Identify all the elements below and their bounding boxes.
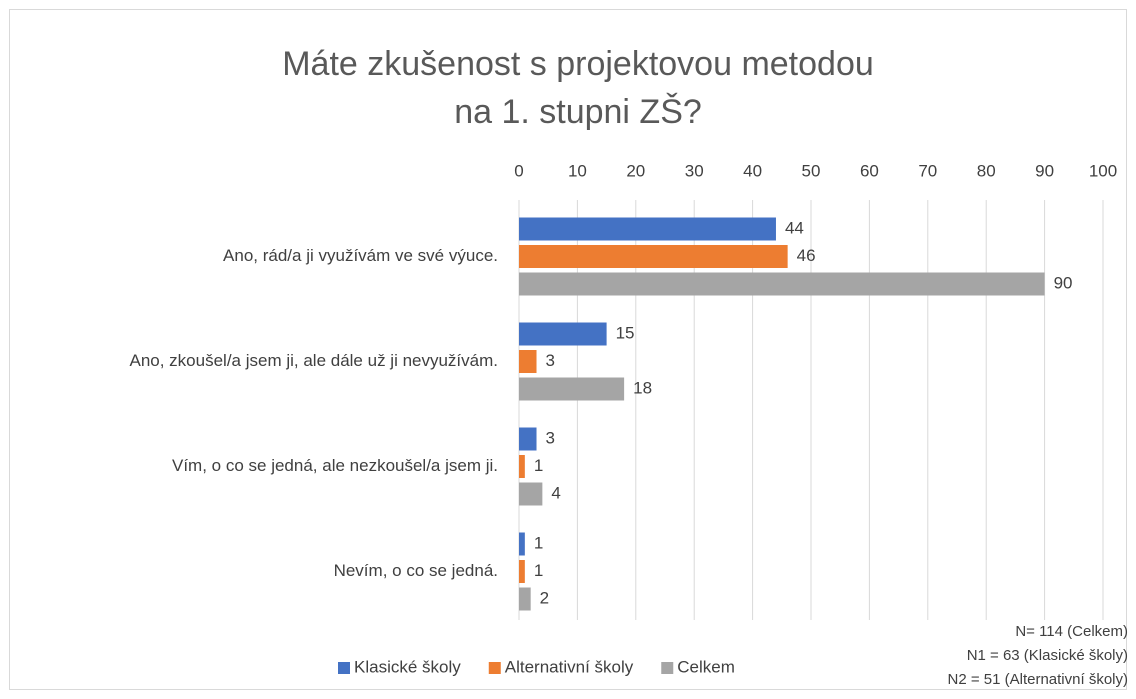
bar bbox=[519, 560, 525, 583]
x-tick-label: 100 bbox=[1089, 161, 1117, 180]
annotation: N2 = 51 (Alternativní školy) bbox=[948, 671, 1129, 688]
x-tick-label: 40 bbox=[743, 161, 762, 180]
legend-label: Celkem bbox=[677, 657, 735, 676]
legend-label: Klasické školy bbox=[354, 657, 461, 676]
y-tick-label: Vím, o co se jedná, ale nezkoušel/a jsem… bbox=[172, 456, 498, 475]
data-label: 18 bbox=[633, 378, 652, 397]
bar bbox=[519, 272, 1045, 296]
x-tick-label: 90 bbox=[1035, 161, 1054, 180]
data-label: 46 bbox=[797, 246, 816, 265]
x-tick-label: 50 bbox=[802, 161, 821, 180]
y-tick-label: Nevím, o co se jedná. bbox=[334, 561, 498, 580]
chart-title: Máte zkušenost s projektovou metodou bbox=[282, 45, 874, 83]
bar bbox=[519, 350, 537, 373]
x-tick-label: 80 bbox=[977, 161, 996, 180]
y-tick-label: Ano, rád/a ji využívám ve své výuce. bbox=[223, 246, 498, 265]
bar bbox=[519, 245, 788, 268]
data-label: 1 bbox=[534, 533, 543, 552]
x-tick-label: 0 bbox=[514, 161, 523, 180]
data-label: 44 bbox=[785, 218, 804, 237]
data-label: 3 bbox=[546, 351, 555, 370]
bar bbox=[519, 532, 525, 556]
bar bbox=[519, 587, 531, 611]
annotation: N= 114 (Celkem) bbox=[1015, 623, 1128, 640]
data-label: 1 bbox=[534, 456, 543, 475]
chart-border bbox=[9, 9, 1127, 690]
x-tick-label: 30 bbox=[685, 161, 704, 180]
chart-title: na 1. stupni ZŠ? bbox=[454, 93, 702, 131]
data-label: 15 bbox=[616, 323, 635, 342]
bar bbox=[519, 322, 607, 346]
data-label: 90 bbox=[1054, 273, 1073, 292]
data-label: 4 bbox=[551, 483, 560, 502]
x-tick-label: 60 bbox=[860, 161, 879, 180]
bar bbox=[519, 482, 543, 506]
y-tick-label: Ano, zkoušel/a jsem ji, ale dále už ji n… bbox=[129, 351, 498, 370]
bar bbox=[519, 455, 525, 478]
bar bbox=[519, 217, 776, 241]
x-tick-label: 20 bbox=[626, 161, 645, 180]
legend-swatch bbox=[661, 662, 674, 674]
annotation: N1 = 63 (Klasické školy) bbox=[967, 647, 1128, 664]
data-label: 1 bbox=[534, 561, 543, 580]
legend-swatch bbox=[338, 662, 350, 674]
bar bbox=[519, 377, 625, 401]
data-label: 2 bbox=[540, 588, 549, 607]
data-label: 3 bbox=[546, 428, 555, 447]
legend-swatch bbox=[488, 662, 501, 674]
legend-label: Alternativní školy bbox=[505, 657, 634, 676]
bar bbox=[519, 427, 537, 451]
x-tick-label: 10 bbox=[568, 161, 587, 180]
x-tick-label: 70 bbox=[918, 161, 937, 180]
